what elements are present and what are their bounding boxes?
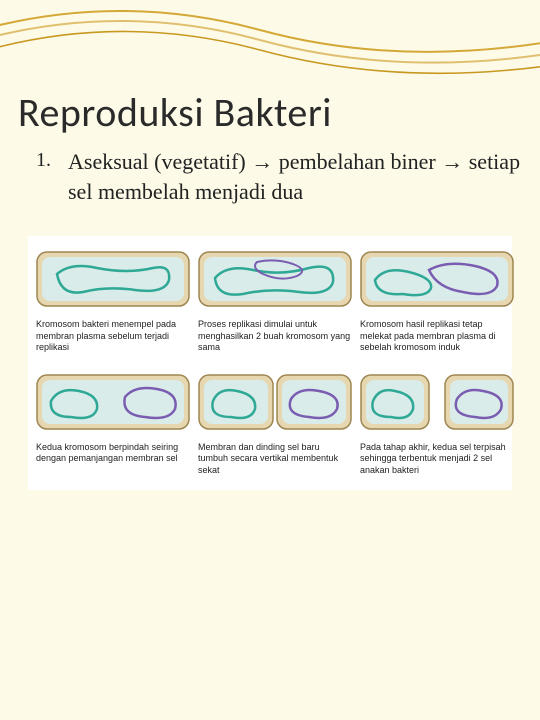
binary-fission-diagram: Kromosom bakteri menempel pada membran p… (28, 236, 512, 490)
list-text: Aseksual (vegetatif) → pembelahan biner … (68, 147, 522, 206)
stage-4: Kedua kromosom berpindah seiring dengan … (34, 365, 192, 484)
stage-5-cell (196, 365, 354, 439)
stage-1-cell (34, 242, 192, 316)
stage-6-cell (358, 365, 516, 439)
stage-3-caption: Kromosom hasil replikasi tetap melekat p… (358, 316, 516, 361)
slide-content: Reproduksi Bakteri 1. Aseksual (vegetati… (0, 0, 540, 490)
stage-3-cell (358, 242, 516, 316)
stage-2: Proses replikasi dimulai untuk menghasil… (196, 242, 354, 361)
stage-5: Membran dan dinding sel baru tumbuh seca… (196, 365, 354, 484)
stage-6: Pada tahap akhir, kedua sel terpisah seh… (358, 365, 516, 484)
stage-4-caption: Kedua kromosom berpindah seiring dengan … (34, 439, 192, 473)
diagram-grid: Kromosom bakteri menempel pada membran p… (34, 242, 506, 484)
list-number: 1. (36, 147, 50, 174)
slide-title: Reproduksi Bakteri (18, 88, 522, 137)
stage-1-caption: Kromosom bakteri menempel pada membran p… (34, 316, 192, 361)
stage-2-cell (196, 242, 354, 316)
stage-4-cell (34, 365, 192, 439)
stage-1: Kromosom bakteri menempel pada membran p… (34, 242, 192, 361)
slide-list-item: 1. Aseksual (vegetatif) → pembelahan bin… (18, 147, 522, 206)
stage-2-caption: Proses replikasi dimulai untuk menghasil… (196, 316, 354, 361)
stage-5-caption: Membran dan dinding sel baru tumbuh seca… (196, 439, 354, 484)
stage-6-caption: Pada tahap akhir, kedua sel terpisah seh… (358, 439, 516, 484)
stage-3: Kromosom hasil replikasi tetap melekat p… (358, 242, 516, 361)
